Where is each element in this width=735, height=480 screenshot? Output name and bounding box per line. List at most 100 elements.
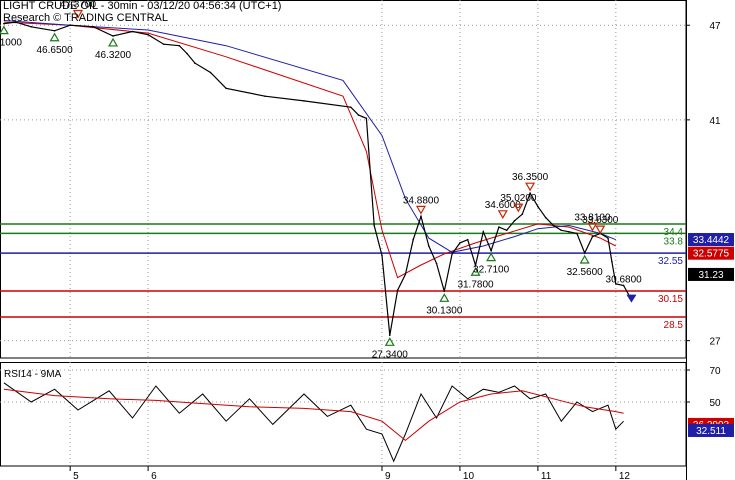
price-point: [435, 262, 438, 265]
annotation-label: 32.7100: [473, 265, 510, 276]
price-point: [505, 229, 508, 232]
annotation-label: 34.6000: [485, 200, 522, 211]
price-point: [591, 235, 594, 238]
price-y-tick-label: 27: [709, 337, 721, 348]
price-point: [131, 30, 134, 33]
price-tag-box: [688, 246, 734, 260]
price-point: [560, 229, 563, 232]
price-point: [552, 224, 555, 227]
price-point: [583, 252, 586, 254]
price-point: [3, 22, 5, 25]
price-point: [451, 253, 453, 255]
level-label-28.5: 28.5: [664, 320, 684, 331]
down-marker-icon: [497, 210, 508, 220]
level-label-32.55: 32.55: [658, 256, 683, 267]
annotation-label: 46.3200: [95, 50, 132, 61]
annotation-label: 33.8100: [574, 212, 611, 223]
price-point: [466, 238, 469, 241]
annotation-label: 34.8800: [403, 195, 440, 206]
price-point: [420, 215, 422, 218]
price-point: [607, 237, 609, 239]
up-marker-icon: [470, 267, 481, 276]
annotation-label: 30.1300: [426, 305, 463, 316]
x-tick-label: 12: [619, 471, 631, 480]
x-tick-label: 5: [73, 471, 79, 480]
rsi-panel-frame: [0, 362, 687, 467]
rsi-title: RSI14 - 9MA: [4, 369, 62, 380]
down-marker-icon: [513, 203, 524, 213]
price-point: [186, 52, 188, 55]
price-point: [349, 106, 352, 109]
price-y-tick-label: 41: [709, 116, 721, 127]
rsi-y-tick-label: 70: [709, 366, 721, 377]
annotation-label: 35.0200: [500, 193, 537, 204]
price-point: [209, 71, 212, 74]
price-point: [611, 260, 613, 263]
annotation-label: 47.1000: [0, 38, 22, 49]
down-marker-icon: [72, 9, 83, 19]
price-point: [498, 226, 500, 228]
price-point: [568, 231, 570, 233]
price-point: [521, 213, 524, 215]
price-point: [53, 29, 56, 32]
x-tick-label: 11: [541, 471, 552, 480]
price-point: [459, 242, 461, 244]
price-point: [381, 254, 383, 257]
level-label-33.8: 33.8: [664, 236, 684, 247]
price-point: [388, 334, 391, 337]
price-point: [92, 26, 95, 28]
price-point: [576, 232, 578, 235]
price-point: [303, 100, 305, 102]
x-tick-label: 9: [385, 471, 391, 480]
annotation-label: 30.6800: [606, 275, 643, 286]
price-point: [112, 35, 114, 37]
price-point: [482, 231, 485, 233]
annotation-label: 47.3700: [60, 0, 97, 11]
price-point: [404, 273, 407, 276]
up-marker-icon: [486, 252, 497, 262]
price-point: [529, 192, 531, 194]
up-marker-icon: [108, 37, 119, 47]
x-tick-label: 10: [463, 471, 475, 480]
price-point: [615, 283, 617, 285]
price-point: [69, 24, 71, 27]
rsi-ma-line: [3, 388, 624, 442]
rsi-y-tick-label: 50: [709, 398, 721, 409]
price-point: [622, 284, 625, 287]
price-line: [3, 21, 632, 336]
down-marker-icon: [525, 182, 536, 192]
rsi-line: [3, 382, 624, 463]
price-tag-label: 31.23: [698, 270, 723, 281]
up-marker-icon: [0, 25, 9, 35]
rsi-tag-label: 32.511: [696, 426, 726, 437]
chart-title: LIGHT CRUDE OIL - 30min - 03/12/20 04:56…: [3, 0, 282, 12]
annotation-label: 27.3400: [372, 349, 409, 360]
annotation-label: 31.7800: [457, 279, 494, 290]
price-point: [225, 87, 227, 90]
price-point: [412, 238, 414, 241]
up-marker-icon: [439, 293, 450, 302]
annotation-label: 46.6500: [36, 45, 73, 56]
price-point: [357, 114, 360, 116]
down-marker-icon: [595, 225, 606, 235]
price-tag-box: [688, 233, 734, 247]
annotation-label: 33.6300: [582, 215, 619, 226]
trend-arrow-icon: [626, 294, 637, 303]
price-tag-box: [688, 267, 734, 281]
price-point: [14, 21, 17, 23]
annotation-label: 32.5600: [567, 267, 604, 278]
level-label-30.15: 30.15: [658, 294, 683, 305]
up-marker-icon: [49, 32, 60, 42]
price-point: [396, 289, 399, 291]
price-point: [365, 117, 368, 120]
price-point: [474, 264, 477, 267]
down-marker-icon: [587, 222, 598, 232]
price-point: [443, 290, 446, 293]
price-point: [513, 219, 516, 222]
price-tag-label: 32.5775: [693, 249, 730, 260]
down-marker-icon: [415, 205, 426, 215]
up-marker-icon: [384, 337, 395, 346]
price-point: [147, 33, 149, 36]
level-label-34.4: 34.4: [664, 227, 684, 238]
